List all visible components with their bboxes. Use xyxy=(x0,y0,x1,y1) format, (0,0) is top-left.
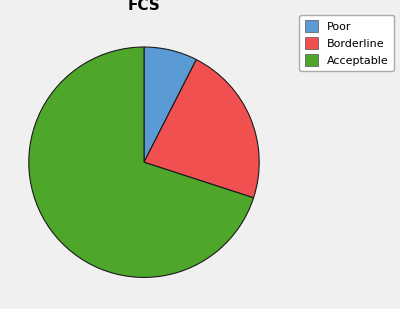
Legend: Poor, Borderline, Acceptable: Poor, Borderline, Acceptable xyxy=(299,15,394,71)
Wedge shape xyxy=(29,47,254,277)
Wedge shape xyxy=(144,60,259,198)
Wedge shape xyxy=(144,47,196,162)
Title: FCS: FCS xyxy=(128,0,160,13)
